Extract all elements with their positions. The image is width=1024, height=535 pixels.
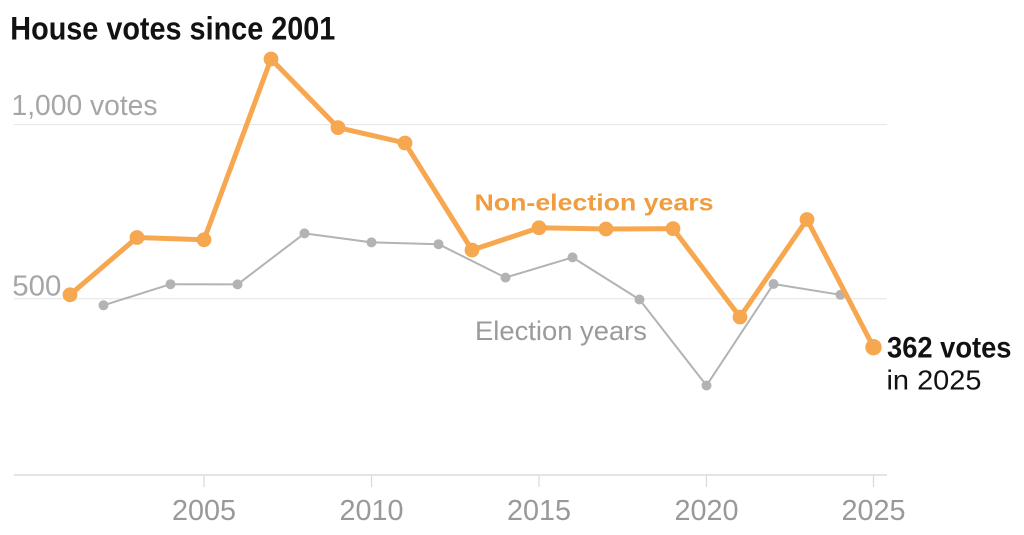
svg-text:1,000 votes: 1,000 votes [12,90,158,122]
svg-text:2010: 2010 [340,495,404,527]
svg-text:House votes since 2001: House votes since 2001 [10,11,335,47]
svg-text:Non-election years: Non-election years [475,190,714,216]
svg-text:2005: 2005 [172,495,236,527]
svg-text:2020: 2020 [675,495,739,527]
svg-text:2015: 2015 [507,495,571,527]
svg-text:500: 500 [12,271,61,303]
svg-text:2025: 2025 [842,495,906,527]
svg-text:Election years: Election years [475,316,647,346]
svg-text:in 2025: in 2025 [887,365,982,396]
svg-text:362 votes: 362 votes [887,332,1012,365]
